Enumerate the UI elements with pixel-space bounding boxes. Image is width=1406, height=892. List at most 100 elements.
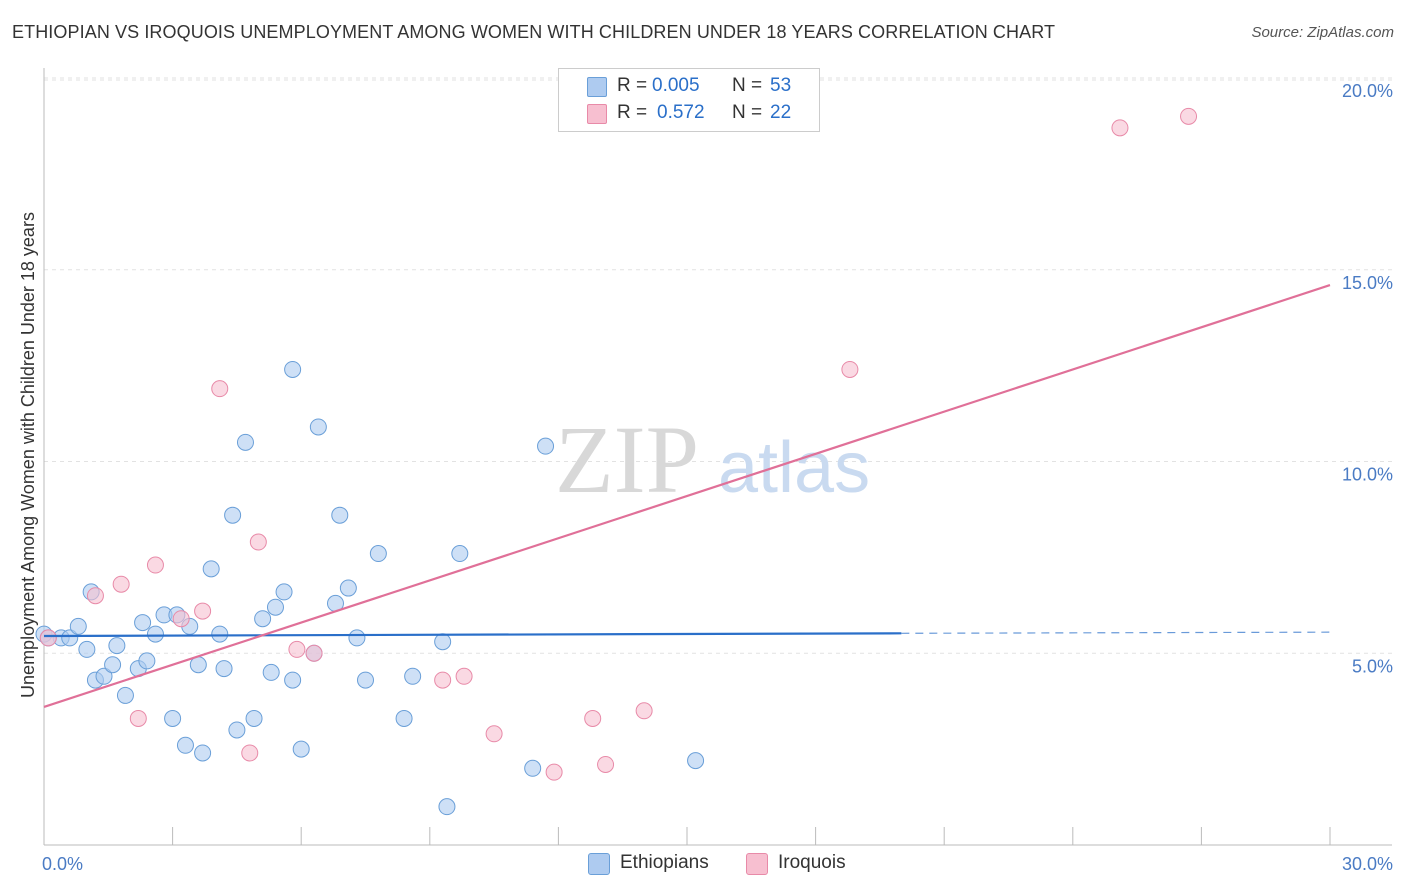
ethiopians-point [438,798,456,816]
legend-row-ethiopians: R = 0.005 N = 53 [559,74,819,100]
y-tick-label: 10.0% [1342,465,1393,485]
legend-n-value: 53 [770,75,792,96]
y-tick-label: 20.0% [1342,81,1393,101]
ethiopians-point [339,579,357,597]
iroquois-point [305,644,323,662]
ethiopians-point [451,545,469,563]
ethiopians-point [116,686,134,704]
ethiopians-point [537,437,555,455]
ethiopians-trend-extension [901,631,1331,634]
iroquois-point [288,640,306,658]
legend-n-value: 22 [770,102,792,123]
iroquois-point [129,709,147,727]
ethiopians-point [524,759,542,777]
iroquois-trend-line [43,284,1331,708]
legend-swatch-pink [587,104,607,124]
watermark-zip: ZIP [555,406,699,513]
y-tick-label: 15.0% [1342,273,1393,293]
ethiopians-point [146,625,164,643]
ethiopians-point [331,506,349,524]
ethiopians-point [164,709,182,727]
ethiopians-point [284,360,302,378]
ethiopians-point [434,633,452,651]
ethiopians-point [309,418,327,436]
ethiopians-trend-line [43,632,902,638]
iroquois-point [597,755,615,773]
iroquois-point [39,629,57,647]
bottom-swatch-pink [746,853,768,875]
ethiopians-point [95,667,113,685]
watermark-atlas: atlas [718,428,870,508]
trend-lines [43,284,1331,708]
iroquois-point [1111,119,1129,137]
ethiopians-point [245,709,263,727]
ethiopians-point [224,506,242,524]
ethiopians-point [404,667,422,685]
iroquois-point [211,380,229,398]
legend-r-value: 0.572 [657,102,705,123]
ethiopians-point [104,656,122,674]
legend-r-value: 0.005 [652,75,700,96]
ethiopians-point [236,433,254,451]
ethiopians-point [138,652,156,670]
ethiopians-point [687,752,705,770]
ethiopians-point [266,598,284,616]
bottom-label-ethiopians: Ethiopians [620,852,709,873]
iroquois-point [545,763,563,781]
y-axis-label: Unemployment Among Women with Children U… [18,212,38,698]
iroquois-point [584,709,602,727]
iroquois-point [485,725,503,743]
ethiopians-point [108,637,126,655]
ethiopians-point [211,625,229,643]
ethiopians-point [176,736,194,754]
bottom-swatch-blue [588,853,610,875]
ethiopians-point [292,740,310,758]
iroquois-point [455,667,473,685]
tick-labels: 5.0% 10.0% 15.0% 20.0% 0.0% 30.0% [42,81,1393,874]
ethiopians-point [134,614,152,632]
ethiopians-point [194,744,212,762]
source-label: Source: ZipAtlas.com [1251,24,1394,41]
ethiopians-point [215,660,233,678]
ethiopians-point [348,629,366,647]
ethiopians-point [284,671,302,689]
iroquois-point [146,556,164,574]
ethiopians-point [395,709,413,727]
legend-swatch-blue [587,77,607,97]
legend-n-label: N = [732,102,763,123]
legend-row-iroquois: R = 0.572 N = 22 [559,101,819,127]
ethiopians-point [69,617,87,635]
ethiopians-point [369,545,387,563]
x-tick-label: 0.0% [42,854,83,874]
ethiopians-point [78,640,96,658]
chart-title: ETHIOPIAN VS IROQUOIS UNEMPLOYMENT AMONG… [12,22,1056,42]
iroquois-point [841,360,859,378]
legend-r-label: R = [617,75,648,96]
axes [43,68,1392,846]
iroquois-point [194,602,212,620]
ethiopians-point [275,583,293,601]
x-tick-label: 30.0% [1342,854,1393,874]
ethiopians-point [254,610,272,628]
iroquois-point [172,610,190,628]
iroquois-point [434,671,452,689]
iroquois-point [86,587,104,605]
ethiopians-point [202,560,220,578]
iroquois-point [635,702,653,720]
iroquois-point [241,744,259,762]
legend-n-label: N = [732,75,763,96]
y-tick-label: 5.0% [1352,656,1393,676]
ethiopians-point [357,671,374,689]
ethiopians-point [228,721,246,739]
bottom-label-iroquois: Iroquois [778,852,846,873]
ethiopians-point [61,629,79,647]
grid-lines [44,77,1392,654]
legend-r-label: R = [617,102,648,123]
iroquois-point [249,533,267,551]
ethiopians-point [262,663,280,681]
iroquois-point [112,575,130,593]
iroquois-point [1180,107,1198,125]
stats-legend: R = 0.005 N = 53 R = 0.572 N = 22 [558,68,820,132]
iroquois-points [39,107,1198,781]
